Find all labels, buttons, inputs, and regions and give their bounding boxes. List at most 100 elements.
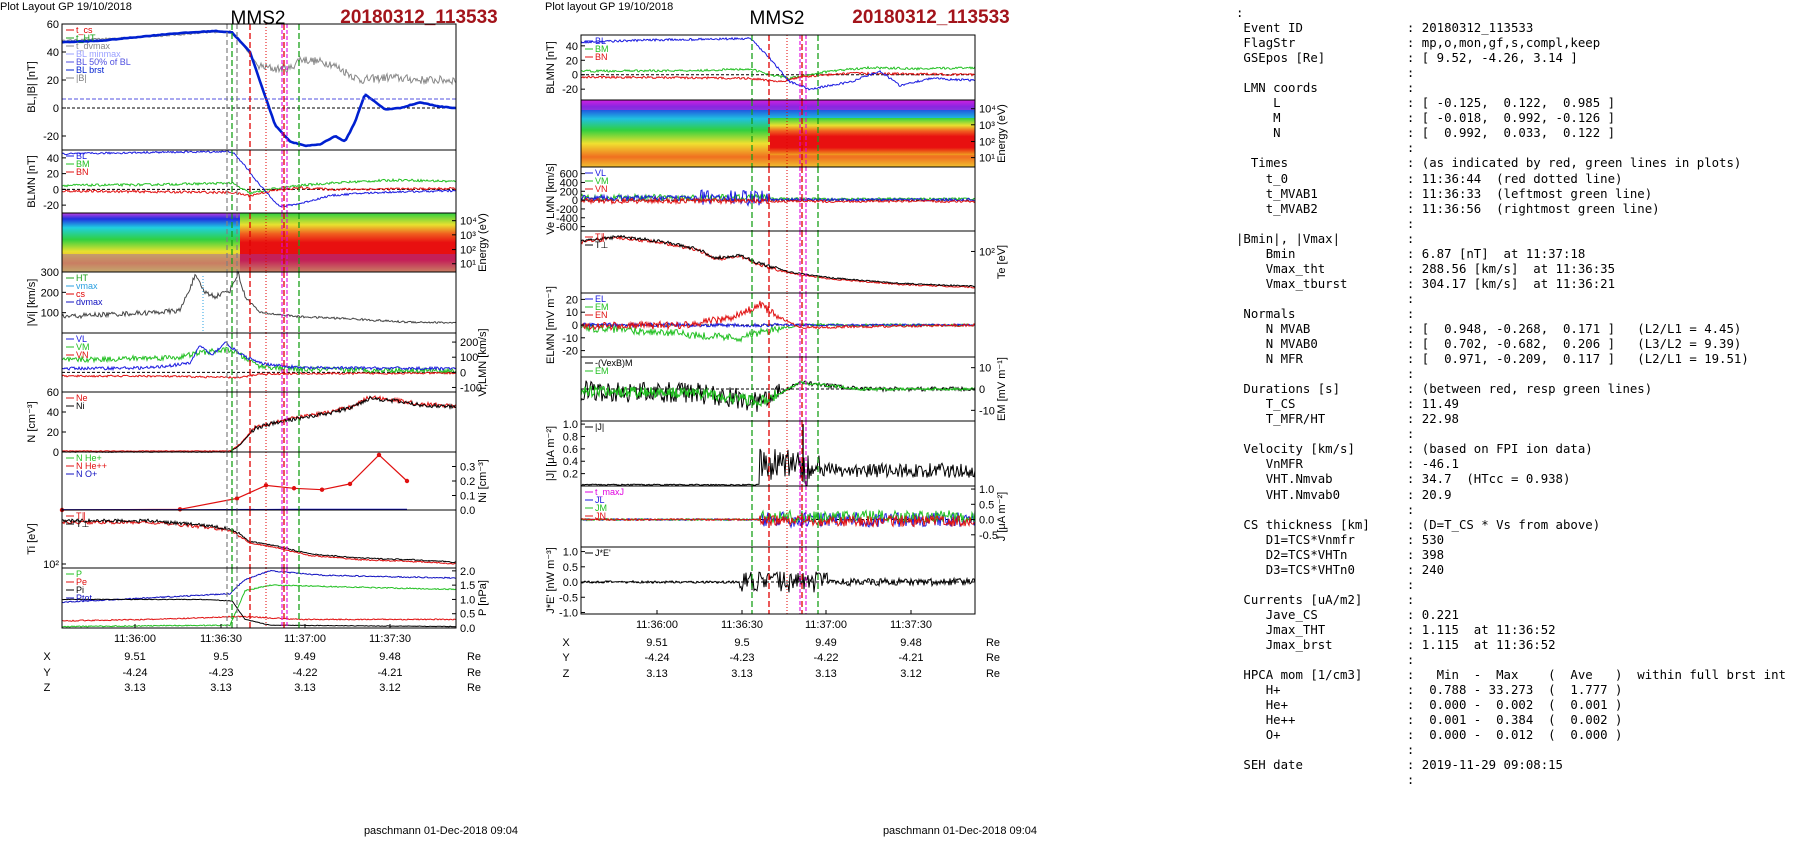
orbit-value: 9.48 bbox=[900, 637, 921, 649]
event-lines bbox=[226, 392, 300, 452]
orbit-unit: Re bbox=[467, 682, 481, 694]
y-tick-label: -0.5 bbox=[979, 530, 998, 542]
legend-entry: VM bbox=[76, 342, 90, 352]
spectrogram-hot-region bbox=[240, 213, 456, 272]
y-tick-label: 1.0 bbox=[460, 594, 475, 606]
y-tick-label: 0 bbox=[460, 367, 466, 379]
legend-entry: T⊥ bbox=[76, 519, 89, 529]
trace-bm bbox=[580, 65, 976, 80]
orbit-row-label: Y bbox=[43, 667, 51, 679]
event-lines bbox=[226, 452, 300, 510]
x-tick-label: 11:37:00 bbox=[805, 619, 847, 631]
trace-t-perp bbox=[61, 517, 457, 564]
plot-header: Plot Layout GP 19/10/2018 bbox=[0, 1, 132, 13]
y-tick-label: -10 bbox=[562, 333, 578, 345]
y-tick-label: 20 bbox=[47, 75, 59, 87]
y-ticks: 40 20 0 -20 bbox=[43, 153, 66, 212]
panel-em: 10 0 -10 EM [mV m⁻¹] -(VexB)MEM bbox=[580, 356, 1008, 422]
legend-entry: t_HT bbox=[76, 33, 96, 43]
plot-header: Plot layout GP 19/10/2018 bbox=[545, 1, 673, 13]
y-tick-label: 10 bbox=[979, 363, 991, 375]
y-tick-label: 200 bbox=[41, 287, 59, 299]
orbit-row-label: Z bbox=[563, 668, 570, 680]
trace-vl bbox=[580, 189, 976, 207]
legend-entry: Ne bbox=[76, 393, 88, 403]
orbit-value: -4.23 bbox=[729, 652, 754, 664]
legend-entry: Pi bbox=[76, 585, 84, 595]
y-tick-label: 2.0 bbox=[460, 566, 475, 578]
spectrogram-hot-region bbox=[770, 118, 975, 155]
event-lines bbox=[226, 213, 300, 272]
orbit-value: 3.13 bbox=[294, 682, 315, 694]
trace-ptot bbox=[61, 569, 457, 604]
x-tick-label: 11:37:30 bbox=[890, 619, 932, 631]
panel-ti: 10² Ti [eV] T∥T⊥ bbox=[26, 509, 457, 571]
legend-entry: HT bbox=[76, 273, 88, 283]
legend-entry: BM bbox=[76, 159, 90, 169]
y-axis-label: Energy (eV) bbox=[996, 104, 1008, 163]
trace-ne bbox=[61, 395, 457, 452]
y-tick-label: 10⁴ bbox=[979, 104, 996, 116]
y-tick-label: -400 bbox=[556, 213, 578, 225]
y-axis-label: |Vi| [km/s] bbox=[26, 279, 38, 327]
x-tick-label: 11:36:00 bbox=[636, 619, 678, 631]
event-lines bbox=[751, 35, 819, 100]
orbit-value: -4.22 bbox=[813, 652, 838, 664]
y-ticks: 2.0 1.5 1.0 0.5 0.0 bbox=[452, 566, 475, 635]
event-lines bbox=[226, 333, 300, 392]
y-tick-label: -10 bbox=[979, 405, 995, 417]
legend-entry: JL bbox=[595, 495, 605, 505]
orbit-value: -4.24 bbox=[644, 652, 669, 664]
trace-j bbox=[580, 448, 976, 487]
y-axis-label: Vi,LMN [km/s] bbox=[477, 328, 489, 396]
legend-entry: t_cs bbox=[76, 25, 93, 35]
legend-entry: N He+ bbox=[76, 453, 102, 463]
y-tick-label: 600 bbox=[560, 169, 578, 181]
panel-te: 10² Te [eV] T∥T⊥ bbox=[580, 230, 1008, 294]
probe-title: MMS2 bbox=[750, 8, 805, 29]
y-tick-label: 10² bbox=[43, 559, 59, 571]
spectrogram-top-band bbox=[581, 100, 975, 110]
orbit-unit: Re bbox=[986, 652, 1000, 664]
y-tick-label: 20 bbox=[47, 427, 59, 439]
legend: T∥T⊥ bbox=[66, 511, 89, 529]
y-tick-label: 0.0 bbox=[460, 623, 475, 635]
y-tick-label: 0.5 bbox=[563, 562, 578, 574]
panel-frame bbox=[580, 546, 976, 615]
y-axis-label: Ve LMN [km/s] bbox=[545, 163, 557, 235]
y-tick-label: 200 bbox=[560, 186, 578, 198]
y-tick-label: -600 bbox=[556, 222, 578, 234]
legend: J*E' bbox=[585, 548, 611, 558]
legend-entry: |B| bbox=[76, 73, 87, 83]
trace-vexb bbox=[580, 380, 976, 412]
he-pp-point bbox=[376, 452, 382, 458]
y-axis-label: Ti [eV] bbox=[26, 523, 38, 554]
event-lines bbox=[751, 421, 819, 486]
y-axis-label: ELMN [mV m⁻¹] bbox=[545, 286, 557, 364]
legend-entry: dvmax bbox=[76, 297, 103, 307]
event-lines bbox=[751, 231, 819, 293]
orbit-value: 9.51 bbox=[646, 637, 667, 649]
event-id: 20180312_113533 bbox=[852, 7, 1009, 28]
event-lines bbox=[751, 100, 819, 167]
y-ticks: 1.0 0.5 0.0 -0.5 bbox=[971, 484, 998, 542]
panel-frame bbox=[580, 420, 976, 487]
trace-vm bbox=[61, 346, 457, 376]
orbit-value: 3.13 bbox=[124, 682, 145, 694]
y-tick-label: 0.0 bbox=[979, 515, 994, 527]
y-tick-label: 0 bbox=[53, 447, 59, 459]
legend-entry: BN bbox=[595, 52, 608, 62]
orbit-unit: Re bbox=[467, 651, 481, 663]
legend-entry: BL bbox=[76, 151, 87, 161]
trace-vl bbox=[61, 341, 457, 372]
footer: paschmann 01-Dec-2018 09:04 bbox=[883, 825, 1037, 837]
